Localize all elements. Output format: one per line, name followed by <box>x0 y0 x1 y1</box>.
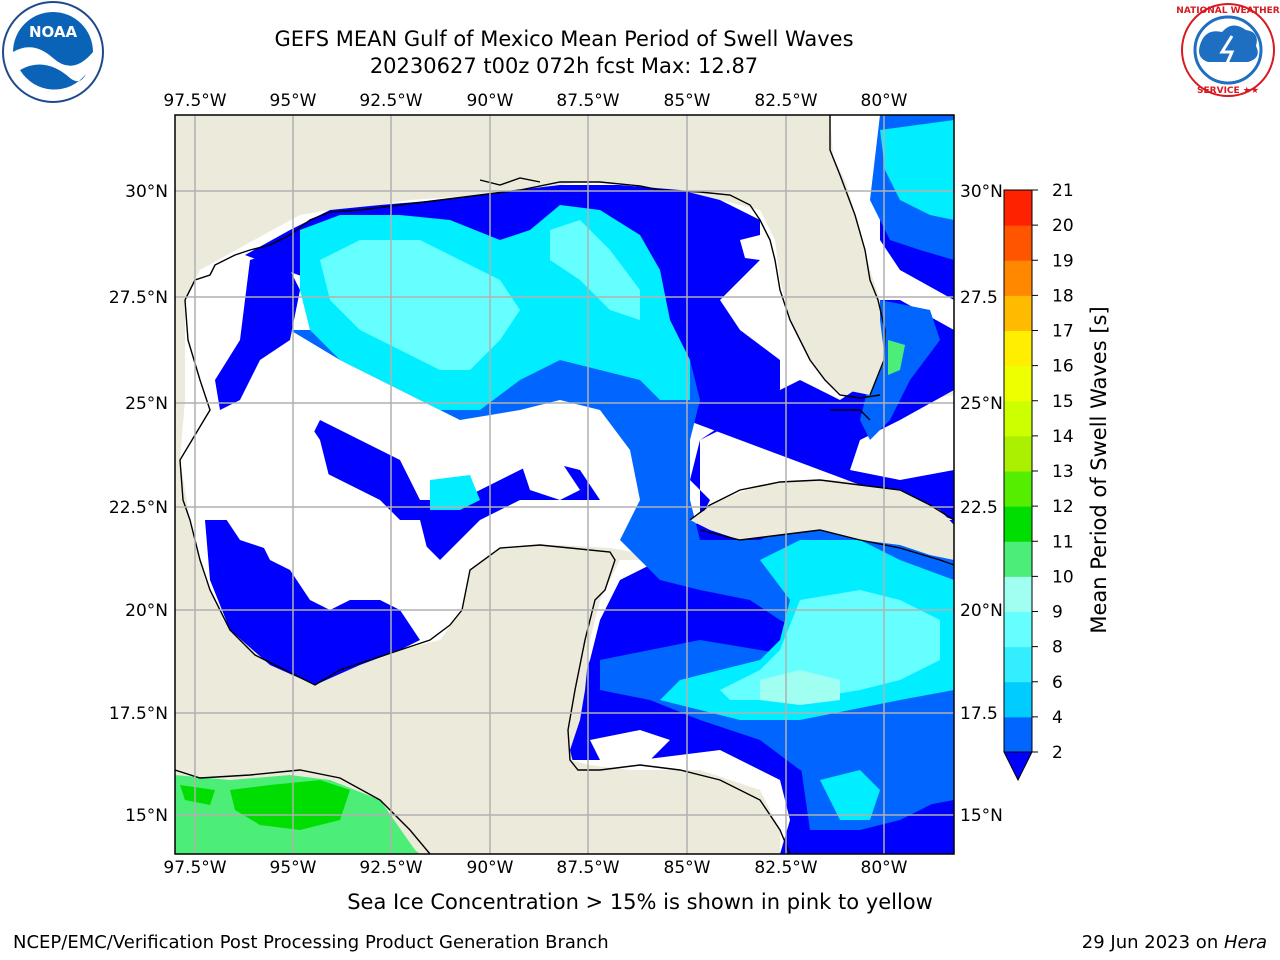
lon-label: 87.5°W <box>556 858 619 878</box>
lon-label: 85°W <box>664 858 711 878</box>
lon-label: 80°W <box>861 91 908 111</box>
footer-date: 29 Jun 2023 on Hera <box>1081 932 1267 953</box>
colorbar-segment <box>1004 611 1032 648</box>
colorbar-segment <box>1004 681 1032 718</box>
colorbar-tick-label: 20 <box>1052 216 1074 236</box>
florida-land <box>760 115 885 395</box>
lon-label: 97.5°W <box>163 91 226 111</box>
colorbar-segment <box>1004 295 1032 331</box>
colorbar-tick-label: 21 <box>1052 181 1074 201</box>
lat-label: 15°N <box>125 806 168 826</box>
lon-label: 92.5°W <box>359 91 422 111</box>
colorbar-segment <box>1004 716 1032 753</box>
colorbar-tick-label: 8 <box>1052 638 1063 658</box>
sea-ice-note: Sea Ice Concentration > 15% is shown in … <box>347 890 933 914</box>
colorbar-segment <box>1004 471 1032 507</box>
lon-label: 82.5°W <box>754 858 817 878</box>
lat-label: 25°N <box>125 394 168 414</box>
lat-labels-right: 30°N 27.5 25°N 22.5 20°N 17.5 15°N <box>960 182 1003 826</box>
colorbar-segment <box>1004 365 1032 402</box>
lat-label: 27.5 <box>960 288 998 308</box>
colorbar-segment <box>1004 646 1032 683</box>
footer-credit: NCEP/EMC/Verification Post Processing Pr… <box>13 932 609 953</box>
colorbar-segment <box>1004 541 1032 577</box>
colorbar-tick-label: 19 <box>1052 251 1074 271</box>
lon-labels-bottom: 97.5°W 95°W 92.5°W 90°W 87.5°W 85°W 82.5… <box>163 858 907 878</box>
cuba-land <box>690 480 954 560</box>
footer-host: Hera <box>1223 932 1267 953</box>
svg-text:SERVICE ★★: SERVICE ★★ <box>1197 86 1259 96</box>
lon-label: 82.5°W <box>754 91 817 111</box>
lat-label: 17.5 <box>960 704 998 724</box>
colorbar-tick-label: 17 <box>1052 322 1074 342</box>
lat-label: 22.5 <box>960 498 998 518</box>
lon-label: 90°W <box>467 91 514 111</box>
colorbar-tick-label: 14 <box>1052 427 1074 447</box>
colorbar-tick-label: 18 <box>1052 286 1074 306</box>
lon-labels-top: 97.5°W 95°W 92.5°W 90°W 87.5°W 85°W 82.5… <box>163 91 907 111</box>
colorbar-tick-label: 10 <box>1052 567 1074 587</box>
colorbar-tick-label: 16 <box>1052 357 1074 377</box>
lat-label: 25°N <box>960 394 1003 414</box>
lat-label: 22.5°N <box>109 498 168 518</box>
lat-label: 27.5°N <box>109 288 168 308</box>
colorbar-segment <box>1004 506 1032 542</box>
lat-label: 17.5°N <box>109 704 168 724</box>
colorbar-segment <box>1004 400 1032 437</box>
colorbar-segment <box>1004 435 1032 472</box>
svg-text:NATIONAL WEATHER: NATIONAL WEATHER <box>1176 6 1279 16</box>
noaa-logo-text: NOAA <box>29 23 78 41</box>
gridlines <box>175 115 954 854</box>
lon-label: 95°W <box>270 91 317 111</box>
lat-label: 20°N <box>125 601 168 621</box>
colorbar-tick-label: 2 <box>1052 743 1063 763</box>
colorbar-tick-label: 4 <box>1052 708 1063 728</box>
colorbar-tick-label: 13 <box>1052 462 1074 482</box>
lon-label: 97.5°W <box>163 858 226 878</box>
lon-label: 95°W <box>270 858 317 878</box>
colorbar-tick-label: 9 <box>1052 603 1063 623</box>
lon-label: 92.5°W <box>359 858 422 878</box>
lon-label: 85°W <box>664 91 711 111</box>
colorbar-tick-label: 15 <box>1052 392 1074 412</box>
map-area <box>175 115 954 854</box>
colorbar-segment <box>1004 576 1032 612</box>
lon-label: 90°W <box>467 858 514 878</box>
colorbar-segment <box>1004 225 1032 261</box>
lat-label: 30°N <box>125 182 168 202</box>
colorbar-tick-label: 12 <box>1052 497 1074 517</box>
lat-labels-left: 30°N 27.5°N 25°N 22.5°N 20°N 17.5°N 15°N <box>109 182 168 826</box>
colorbar-segment <box>1004 190 1032 226</box>
colorbar-tick-label: 6 <box>1052 673 1063 693</box>
colorbar-extend <box>1003 751 1033 782</box>
map-frame <box>174 114 955 855</box>
lon-label: 87.5°W <box>556 91 619 111</box>
colorbar-label: Mean Period of Swell Waves [s] <box>1087 306 1111 633</box>
chart-subtitle: 20230627 t00z 072h fcst Max: 12.87 <box>369 54 759 78</box>
coastlines <box>175 115 954 854</box>
lat-label: 20°N <box>960 601 1003 621</box>
lat-label: 30°N <box>960 182 1003 202</box>
period-8-9 <box>320 240 520 370</box>
colorbar: 2 4 6 8 9 10 11 12 13 14 15 16 17 18 19 20 21 <box>1003 181 1074 782</box>
noaa-logo: NOAA <box>2 1 104 103</box>
lon-label: 80°W <box>861 858 908 878</box>
lat-label: 15°N <box>960 806 1003 826</box>
colorbar-segment <box>1004 260 1032 296</box>
nws-logo: NATIONAL WEATHER SERVICE ★★ <box>1176 3 1280 97</box>
colorbar-segment <box>1004 330 1032 367</box>
chart-title: GEFS MEAN Gulf of Mexico Mean Period of … <box>274 27 854 51</box>
colorbar-tick-label: 11 <box>1052 532 1074 552</box>
